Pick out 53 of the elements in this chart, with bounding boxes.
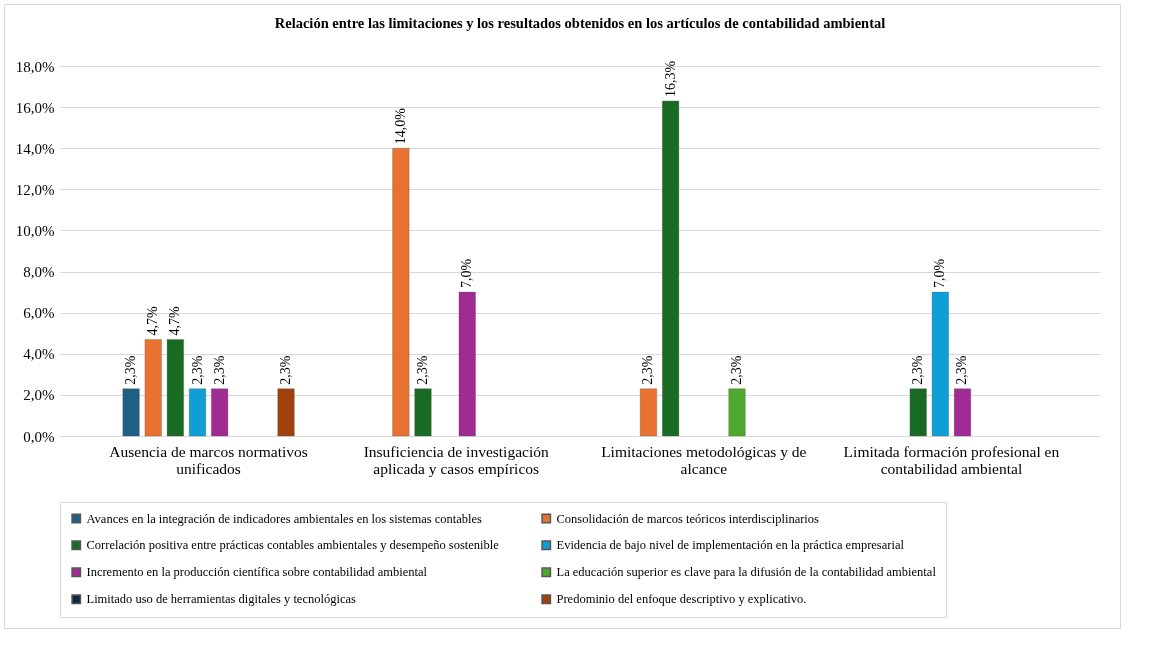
bar [728, 388, 746, 437]
legend-label: Evidencia de bajo nivel de implementación en la práctica empresarial [556, 538, 905, 553]
legend-label: Avances en la integración de indicadores ambientales en los sistemas contables [86, 511, 483, 526]
x-tick-label: Limitada formación profesional en contabilidad ambiental [843, 442, 1060, 477]
bar [189, 388, 206, 437]
x-tick-label: Insuficiencia de investigación aplicada y casos empíricos [363, 442, 549, 477]
bar [211, 388, 229, 437]
data-label: 2,3% [640, 355, 656, 385]
bar [662, 100, 680, 437]
data-label: 14,0% [392, 107, 408, 145]
x-tick-label: Ausencia de marcos normativos unificados [109, 442, 308, 477]
legend-label: Correlación positiva entre prácticas contables ambientales y desempeño sostenible [86, 538, 500, 553]
y-tick-label: 18,0% [15, 58, 55, 75]
legend-label: Limitado uso de herramientas digitales y tecnológicas [86, 592, 356, 607]
data-label: 7,0% [932, 258, 948, 289]
legend-label: Predominio del enfoque descriptivo y explicativo. [556, 592, 807, 607]
chart-title: Relación entre las limitaciones y los resultados obtenidos en los artículos de contabilidad ambiental [274, 14, 886, 31]
y-tick-label: 12,0% [15, 181, 55, 198]
y-tick-label: 0,0% [23, 428, 55, 445]
data-label: 2,3% [729, 355, 745, 385]
bar [954, 388, 971, 437]
data-label: 2,3% [189, 355, 205, 385]
data-label: 2,3% [278, 355, 294, 385]
data-label: 2,3% [211, 355, 227, 385]
bar [909, 388, 927, 437]
bar [122, 388, 140, 437]
data-label: 2,3% [910, 355, 926, 385]
data-label: 7,0% [459, 258, 475, 289]
bar [144, 339, 162, 437]
x-tick-label: Limitaciones metodológicas y de alcance [601, 442, 807, 477]
y-tick-label: 4,0% [23, 346, 55, 363]
y-tick-label: 6,0% [23, 305, 55, 322]
bar [640, 388, 657, 437]
data-label: 2,3% [954, 355, 970, 385]
data-label: 2,3% [414, 355, 430, 385]
legend-label: Incremento en la producción científica sobre contabilidad ambiental [86, 565, 428, 580]
y-tick-label: 10,0% [15, 222, 55, 239]
y-tick-label: 8,0% [23, 264, 55, 281]
bar [392, 148, 410, 437]
bar [458, 291, 476, 437]
y-tick-label: 14,0% [15, 140, 55, 157]
legend-label: La educación superior es clave para la difusión de la contabilidad ambiental [556, 565, 937, 580]
y-tick-label: 16,0% [15, 99, 55, 116]
bar [277, 388, 295, 437]
data-label: 4,7% [145, 305, 161, 336]
data-label: 16,3% [662, 60, 678, 97]
bar [166, 339, 184, 437]
bar [414, 388, 432, 437]
bar [931, 291, 949, 437]
data-label: 4,7% [167, 305, 183, 336]
legend-label: Consolidación de marcos teóricos interdisciplinarios [556, 511, 820, 526]
data-label: 2,3% [123, 355, 139, 385]
y-tick-label: 2,0% [23, 387, 55, 404]
